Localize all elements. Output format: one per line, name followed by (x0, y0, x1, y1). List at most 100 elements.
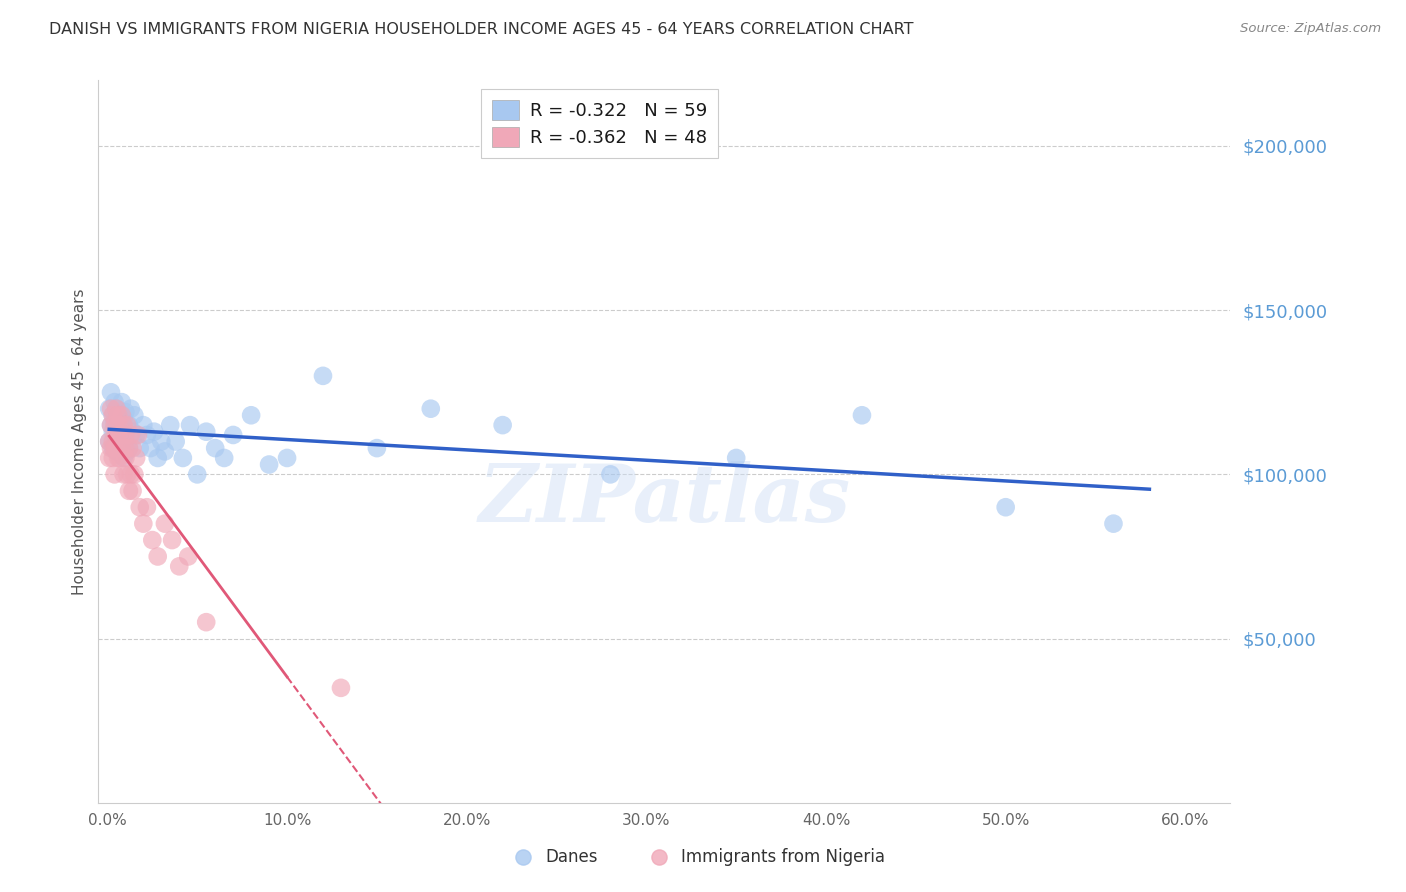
Point (107, 409, 129, 423)
Point (146, 450, 169, 465)
Point (366, 441, 388, 455)
Y-axis label: Householder Income Ages 45 - 64 years: Householder Income Ages 45 - 64 years (72, 288, 87, 595)
Legend: R = -0.322   N = 59, R = -0.362   N = 48: R = -0.322 N = 59, R = -0.362 N = 48 (481, 89, 718, 158)
Point (120, 467, 142, 482)
Point (128, 441, 150, 455)
Point (100, 441, 122, 455)
Point (994, 500, 1017, 515)
Point (121, 425, 143, 439)
Point (120, 401, 142, 416)
Point (98, 450, 121, 465)
Point (725, 450, 748, 465)
Point (1102, 516, 1125, 531)
Point (118, 441, 141, 455)
Point (101, 425, 124, 439)
Point (98, 434, 121, 449)
Point (107, 418, 129, 433)
Point (111, 434, 134, 449)
Point (98, 434, 121, 449)
Point (136, 500, 159, 515)
Point (419, 401, 441, 416)
Point (770, 796, 793, 810)
Point (112, 411, 135, 425)
Point (986, 796, 1008, 810)
Point (204, 441, 226, 455)
Text: DANISH VS IMMIGRANTS FROM NIGERIA HOUSEHOLDER INCOME AGES 45 - 64 YEARS CORRELAT: DANISH VS IMMIGRANTS FROM NIGERIA HOUSEH… (49, 22, 914, 37)
Point (101, 450, 124, 465)
Point (179, 418, 201, 433)
Point (150, 434, 173, 449)
Point (121, 441, 143, 455)
Point (132, 516, 155, 531)
Point (124, 409, 146, 423)
Point (107, 450, 129, 465)
Point (112, 450, 135, 465)
Point (108, 450, 131, 465)
Point (104, 438, 127, 452)
Point (101, 441, 124, 455)
Point (186, 467, 208, 482)
Point (101, 434, 124, 449)
Text: Immigrants from Nigeria: Immigrants from Nigeria (682, 848, 886, 866)
Point (115, 467, 138, 482)
Point (104, 415, 127, 429)
Point (169, 559, 191, 574)
Point (111, 395, 134, 409)
Point (105, 401, 128, 416)
Point (104, 418, 127, 433)
Point (153, 516, 176, 531)
Point (107, 428, 129, 442)
Point (139, 441, 162, 455)
Point (330, 681, 353, 695)
Point (114, 428, 136, 442)
Point (101, 409, 124, 423)
Point (104, 467, 127, 482)
Point (125, 450, 148, 465)
Point (276, 450, 298, 465)
Point (105, 444, 128, 458)
Point (146, 549, 169, 564)
Point (165, 434, 187, 449)
Point (115, 418, 138, 433)
Point (114, 405, 136, 419)
Point (111, 441, 134, 455)
Point (136, 428, 159, 442)
Point (132, 418, 155, 433)
Point (222, 428, 245, 442)
Point (128, 500, 150, 515)
Point (492, 418, 515, 433)
Text: ZIPatlas: ZIPatlas (478, 460, 851, 538)
Point (114, 441, 136, 455)
Point (257, 458, 280, 472)
Point (100, 418, 122, 433)
Point (115, 444, 138, 458)
Point (195, 615, 218, 630)
Point (141, 533, 163, 547)
Point (98, 401, 121, 416)
Point (159, 418, 181, 433)
Point (100, 418, 122, 433)
Point (177, 549, 200, 564)
Point (111, 409, 134, 423)
Text: Source: ZipAtlas.com: Source: ZipAtlas.com (1240, 22, 1381, 36)
Point (160, 533, 183, 547)
Point (108, 428, 131, 442)
Point (125, 428, 148, 442)
Point (312, 368, 335, 383)
Text: Danes: Danes (546, 848, 598, 866)
Point (118, 441, 141, 455)
Point (121, 483, 143, 498)
Point (104, 441, 127, 455)
Point (212, 450, 235, 465)
Point (105, 441, 128, 455)
Point (107, 409, 129, 423)
Point (105, 428, 128, 442)
Point (114, 450, 136, 465)
Point (100, 385, 122, 400)
Point (101, 409, 124, 423)
Point (124, 467, 146, 482)
Point (172, 450, 194, 465)
Point (105, 401, 128, 416)
Point (599, 467, 621, 482)
Point (104, 395, 127, 409)
